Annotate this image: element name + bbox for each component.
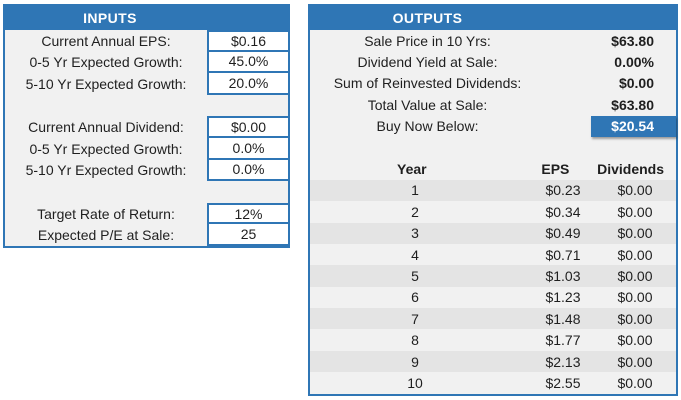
buy-now-value-cell: $20.54 (591, 115, 676, 137)
output-row: Total Value at Sale: $63.80 (310, 94, 676, 115)
input-value-cell-div-growth-5-10[interactable]: 0.0% (207, 159, 288, 182)
outputs-panel: OUTPUTS Sale Price in 10 Yrs: $63.80 Div… (308, 4, 678, 396)
spacer-row (5, 95, 288, 117)
table-row: 6 $1.23 $0.00 (310, 287, 676, 308)
table-cell-year: 1 (411, 182, 419, 199)
table-row: 3 $0.49 $0.00 (310, 222, 676, 244)
spacer-row (5, 181, 288, 203)
table-cell-eps: $0.71 (545, 246, 581, 263)
table-cell-dividends: $0.00 (617, 267, 653, 284)
table-cell-eps: $0.34 (545, 203, 581, 220)
input-label: 0-5 Yr Expected Growth: (29, 54, 183, 71)
output-label: Sum of Reinvested Dividends: (333, 75, 522, 92)
table-cell-dividends: $0.00 (617, 374, 653, 391)
input-value-cell-current-dividend[interactable]: $0.00 (207, 116, 288, 138)
table-header-year: Year (397, 161, 427, 178)
table-cell-dividends: $0.00 (617, 310, 653, 327)
output-row: Sale Price in 10 Yrs: $63.80 (310, 30, 676, 51)
output-label: Sale Price in 10 Yrs: (364, 32, 491, 49)
table-header-dividends: Dividends (597, 161, 664, 178)
table-cell-dividends: $0.00 (617, 332, 653, 349)
table-cell-year: 10 (407, 374, 423, 391)
input-label: Expected P/E at Sale: (37, 227, 175, 244)
input-label: 5-10 Yr Expected Growth: (25, 75, 187, 92)
input-value-cell-eps-growth-0-5[interactable]: 45.0% (207, 51, 288, 74)
inputs-panel-header: INPUTS (5, 6, 288, 30)
output-row: Dividend Yield at Sale: 0.00% (310, 51, 676, 72)
table-cell-eps: $1.03 (545, 267, 581, 284)
table-cell-eps: $0.49 (545, 225, 581, 242)
table-row: 10 $2.55 $0.00 (310, 372, 676, 393)
input-value-cell-target-return[interactable]: 12% (207, 202, 288, 225)
input-row: Current Annual EPS: $0.16 (5, 30, 288, 52)
input-value-cell-current-eps[interactable]: $0.16 (207, 30, 288, 52)
table-header-eps: EPS (541, 161, 570, 178)
input-row: Target Rate of Return: 12% (5, 202, 288, 225)
table-cell-dividends: $0.00 (617, 353, 653, 370)
table-row: 1 $0.23 $0.00 (310, 179, 676, 202)
table-cell-eps: $1.23 (545, 289, 581, 306)
table-cell-eps: $1.48 (545, 310, 581, 327)
table-cell-dividends: $0.00 (617, 289, 653, 306)
output-value-dividend-yield: 0.00% (614, 54, 654, 71)
inputs-panel-title: INPUTS (83, 10, 137, 26)
spacer-row (310, 137, 676, 158)
input-row: 0-5 Yr Expected Growth: 0.0% (5, 137, 288, 160)
input-label: Target Rate of Return: (37, 205, 175, 222)
output-row-buy-now: Buy Now Below: $20.54 (310, 115, 676, 137)
table-cell-year: 6 (411, 289, 419, 306)
output-row: Sum of Reinvested Dividends: $0.00 (310, 73, 676, 94)
table-cell-eps: $2.55 (545, 374, 581, 391)
table-cell-dividends: $0.00 (617, 225, 653, 242)
table-cell-year: 5 (411, 267, 419, 284)
table-cell-year: 7 (411, 310, 419, 327)
table-cell-year: 3 (411, 225, 419, 242)
table-cell-eps: $1.77 (545, 332, 581, 349)
input-row: Expected P/E at Sale: 25 (5, 224, 288, 246)
table-row: 8 $1.77 $0.00 (310, 329, 676, 350)
input-row: 5-10 Yr Expected Growth: 0.0% (5, 159, 288, 182)
outputs-panel-title: OUTPUTS (392, 10, 463, 26)
table-row: 7 $1.48 $0.00 (310, 308, 676, 330)
table-row: 9 $2.13 $0.00 (310, 350, 676, 373)
table-cell-eps: $0.23 (545, 182, 581, 199)
table-cell-year: 2 (411, 203, 419, 220)
input-value-cell-div-growth-0-5[interactable]: 0.0% (207, 137, 288, 160)
table-cell-year: 9 (411, 353, 419, 370)
table-cell-dividends: $0.00 (617, 203, 653, 220)
output-label: Total Value at Sale: (367, 96, 488, 113)
table-row: 5 $1.03 $0.00 (310, 265, 676, 287)
outputs-panel-header: OUTPUTS (310, 6, 676, 30)
output-label: Buy Now Below: (376, 118, 479, 135)
table-header-row: Year EPS Dividends (310, 158, 676, 179)
input-row: Current Annual Dividend: $0.00 (5, 116, 288, 138)
input-label: Current Annual Dividend: (28, 119, 184, 136)
table-cell-dividends: $0.00 (617, 246, 653, 263)
output-label: Dividend Yield at Sale: (357, 54, 498, 71)
table-cell-eps: $2.13 (545, 353, 581, 370)
table-row: 2 $0.34 $0.00 (310, 201, 676, 222)
table-cell-year: 8 (411, 332, 419, 349)
input-label: 5-10 Yr Expected Growth: (25, 162, 187, 179)
input-row: 5-10 Yr Expected Growth: 20.0% (5, 73, 288, 95)
table-cell-year: 4 (411, 246, 419, 263)
output-value-reinvested-dividends: $0.00 (618, 75, 654, 92)
input-value-cell-eps-growth-5-10[interactable]: 20.0% (207, 73, 288, 95)
input-label: Current Annual EPS: (41, 32, 171, 49)
table-cell-dividends: $0.00 (617, 182, 653, 199)
input-label: 0-5 Yr Expected Growth: (29, 140, 183, 157)
input-row: 0-5 Yr Expected Growth: 45.0% (5, 51, 288, 74)
inputs-panel: INPUTS Current Annual EPS: $0.16 0-5 Yr … (3, 4, 290, 248)
input-value-cell-expected-pe[interactable]: 25 (207, 224, 288, 246)
output-value-total-value: $63.80 (611, 96, 654, 113)
table-row: 4 $0.71 $0.00 (310, 244, 676, 265)
output-value-sale-price: $63.80 (611, 32, 654, 49)
